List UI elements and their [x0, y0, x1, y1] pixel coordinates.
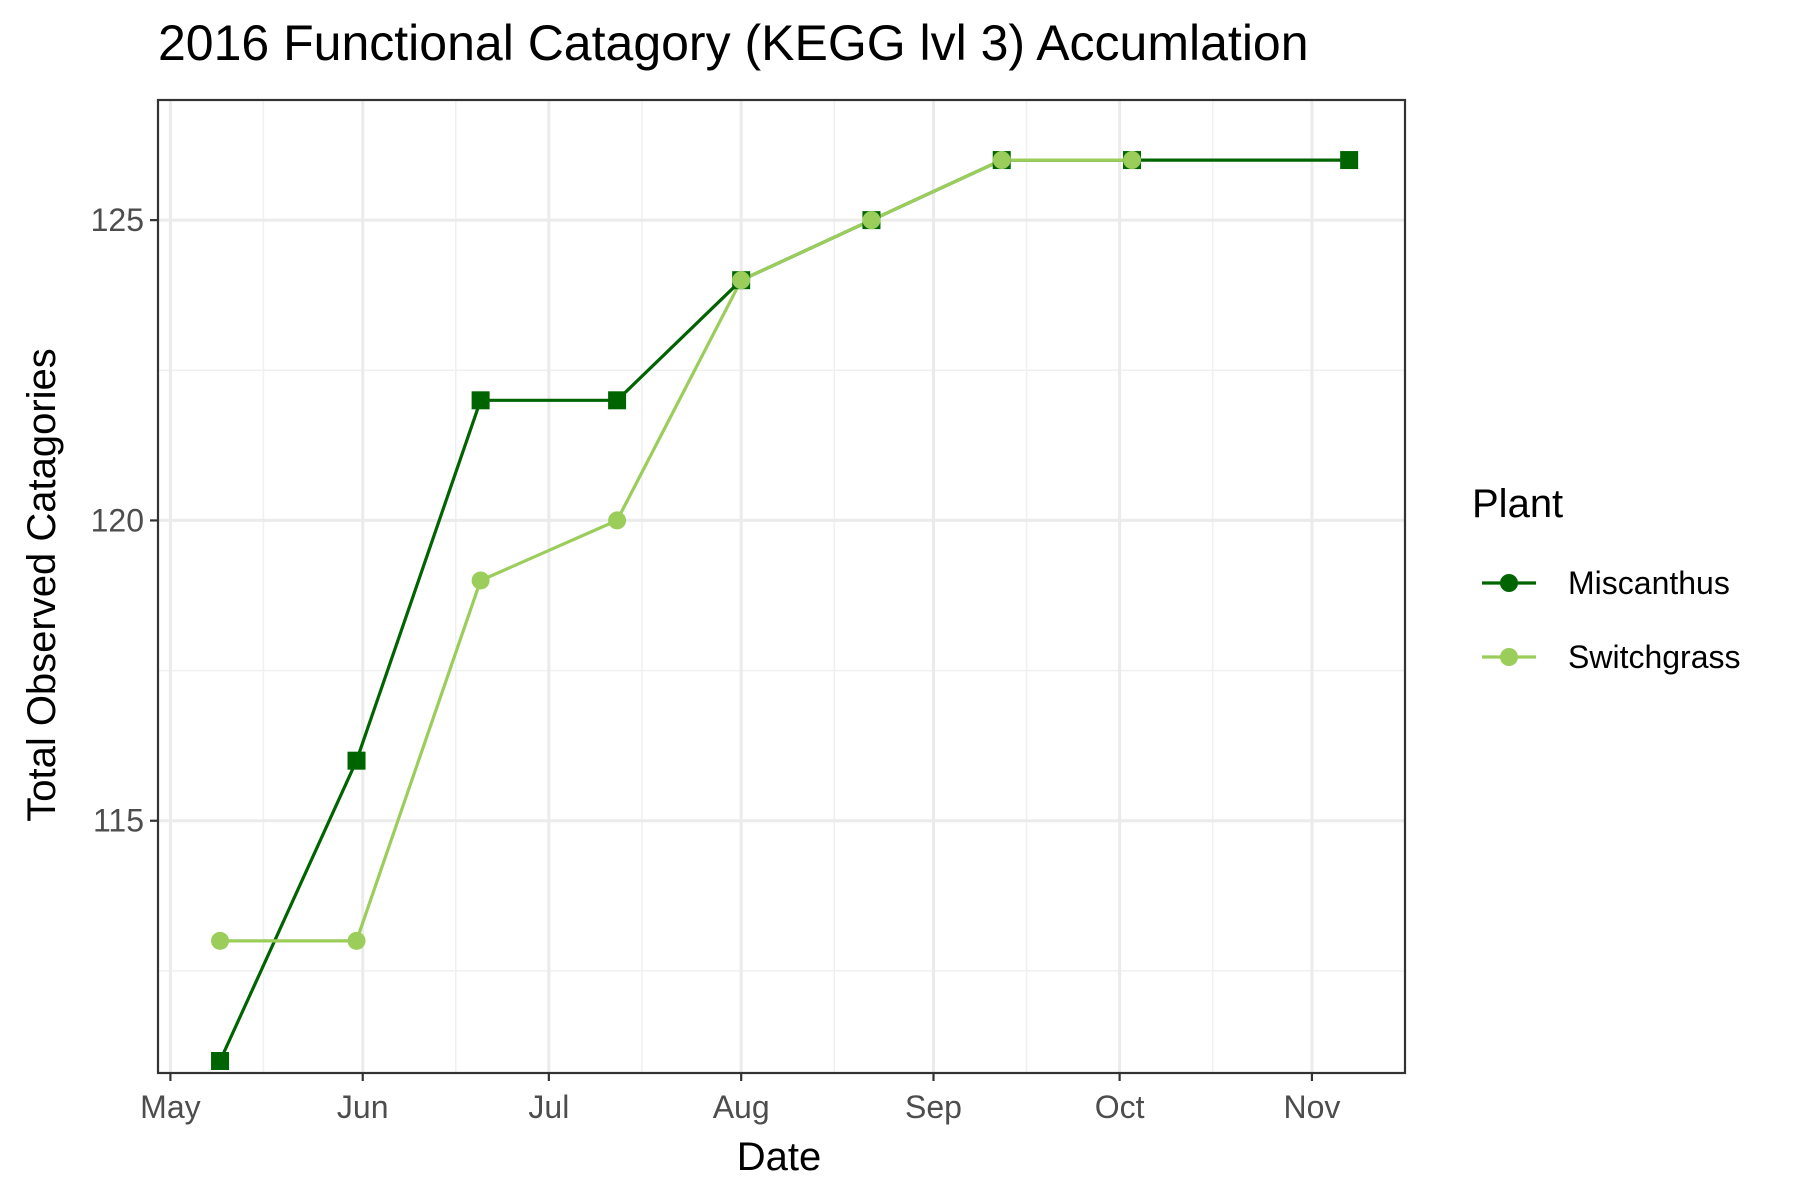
data-point-miscanthus — [608, 391, 627, 410]
legend: Plant Miscanthus Switchgrass — [1472, 482, 1741, 675]
y-axis-title: Total Observed Catagories — [20, 348, 64, 822]
y-tick-label: 115 — [93, 803, 144, 839]
x-tick-label: Jun — [337, 1089, 389, 1125]
data-point-switchgrass — [1123, 151, 1142, 170]
series-line-switchgrass — [220, 158, 1132, 943]
plot-border — [156, 98, 1407, 1075]
data-point-switchgrass — [471, 571, 490, 590]
x-tick-label: Jul — [528, 1089, 569, 1125]
x-tick-label: May — [140, 1089, 200, 1125]
axes: May Jun Jul Aug Sep Oct Nov 115 120 125 — [91, 98, 1407, 1125]
legend-label-switchgrass: Switchgrass — [1568, 639, 1741, 675]
series-layer — [211, 151, 1359, 1070]
data-point-switchgrass — [992, 151, 1011, 170]
x-tick-label: Sep — [905, 1089, 962, 1125]
x-tick-label: Oct — [1095, 1089, 1145, 1125]
data-point-switchgrass — [608, 511, 627, 530]
plot-background — [158, 100, 1405, 1073]
legend-key-point-switchgrass — [1500, 648, 1518, 666]
legend-label-miscanthus: Miscanthus — [1568, 565, 1730, 601]
data-point-miscanthus — [211, 1051, 230, 1070]
y-tick-label: 125 — [91, 202, 144, 238]
x-tick-label: Nov — [1283, 1089, 1340, 1125]
chart-title: 2016 Functional Catagory (KEGG lvl 3) Ac… — [158, 15, 1309, 71]
legend-key-point-miscanthus — [1500, 574, 1518, 592]
data-point-miscanthus — [471, 391, 490, 410]
plot-area — [158, 100, 1405, 1073]
data-point-switchgrass — [732, 271, 751, 290]
data-point-miscanthus — [1340, 151, 1359, 170]
legend-title: Plant — [1472, 482, 1563, 526]
data-point-miscanthus — [347, 751, 366, 770]
x-tick-label: Aug — [713, 1089, 770, 1125]
x-axis-title: Date — [737, 1135, 822, 1179]
y-tick-label: 120 — [91, 502, 144, 538]
data-point-switchgrass — [211, 931, 230, 950]
data-point-switchgrass — [347, 931, 366, 950]
grid-lines — [158, 100, 1405, 1073]
data-point-switchgrass — [862, 211, 881, 230]
